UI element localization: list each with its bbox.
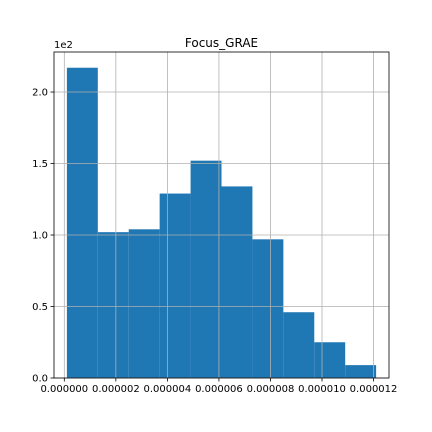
histogram-bar [159,193,191,378]
y-tick-label: 1.0 [32,231,48,242]
histogram-bar [283,312,315,378]
chart-title: Focus_GRAE [185,36,258,50]
y-tick-label: 1.5 [32,159,48,170]
histogram-bars [54,52,389,379]
y-tick-label: 2.0 [32,88,48,99]
x-tick-label: 0.000000 [40,384,88,395]
histogram-bar [190,160,222,378]
y-axis-ticks: 0.0 0.5 1.0 1.5 2.0 [32,88,54,385]
x-axis-ticks: 0.000000 0.000002 0.000004 0.000006 0.000008… [40,378,397,395]
histogram-bar [345,365,377,378]
x-tick-label: 0.000012 [350,384,398,395]
histogram-bar [128,229,160,378]
y-tick-label: 0.0 [32,374,48,385]
x-tick-label: 0.000006 [195,384,243,395]
axes [53,51,390,379]
histogram-bar [66,67,98,378]
x-tick-label: 0.000002 [92,384,140,395]
y-tick-label: 0.5 [32,302,48,313]
histogram-bar [252,239,284,378]
plot-frame [53,51,390,379]
histogram-bar [221,186,253,378]
histogram-bar [314,342,346,378]
x-tick-label: 0.000010 [298,384,346,395]
histogram-bar [97,232,129,378]
x-tick-label: 0.000008 [247,384,295,395]
y-offset-label: 1e2 [54,40,73,51]
x-tick-label: 0.000004 [144,384,192,395]
